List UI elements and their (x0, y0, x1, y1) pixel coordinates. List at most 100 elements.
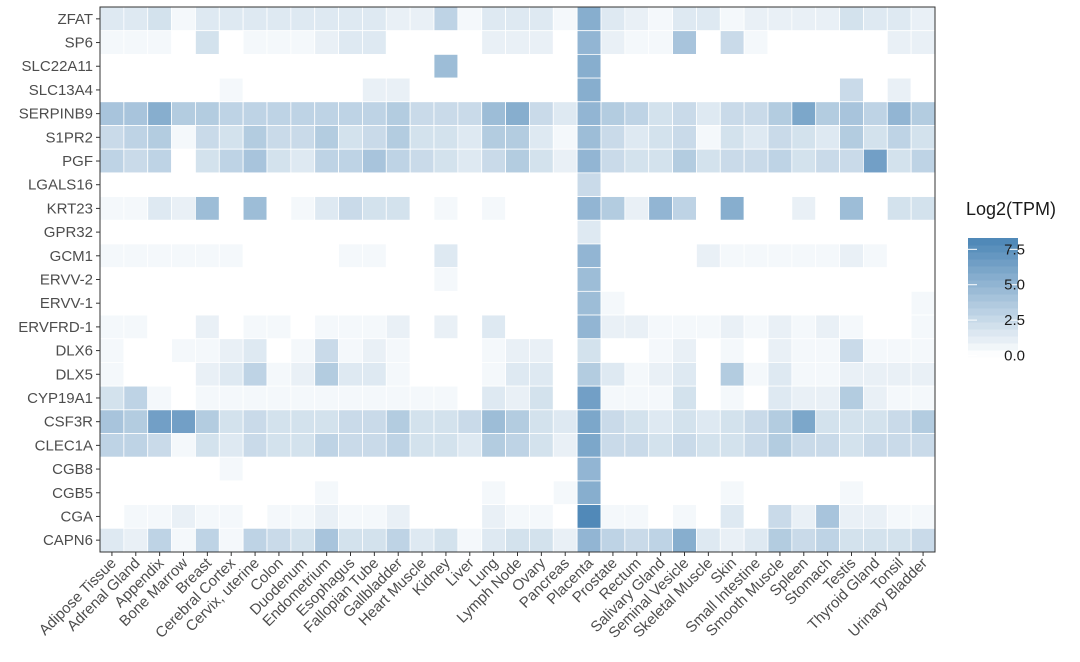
heatmap-cell (385, 101, 411, 126)
heatmap-cell (338, 53, 363, 79)
heatmap-cell (600, 172, 626, 197)
heatmap-cell (719, 196, 745, 221)
heatmap-cell (815, 172, 840, 197)
heatmap-cell (648, 148, 673, 174)
heatmap-cell (719, 527, 745, 553)
heatmap-cell (600, 290, 626, 316)
heatmap-cell (362, 6, 387, 32)
y-tick-label: ERVV-1 (40, 295, 93, 312)
heatmap-cell (648, 314, 673, 340)
heatmap-cell (266, 77, 292, 103)
heatmap-cell (600, 101, 626, 126)
heatmap-cell (505, 219, 530, 245)
heatmap-cell (624, 338, 650, 363)
heatmap-cell (552, 314, 578, 340)
heatmap-cell (839, 196, 864, 221)
heatmap-cell (362, 362, 387, 387)
heatmap-cell (863, 527, 888, 553)
heatmap-cell (123, 527, 149, 553)
heatmap-cell (362, 101, 387, 126)
heatmap-cell (385, 243, 411, 269)
heatmap-cell (505, 196, 530, 221)
heatmap-cell (672, 172, 697, 197)
heatmap-cell (195, 385, 220, 411)
heatmap-cell (839, 77, 864, 103)
heatmap-cell (505, 338, 530, 363)
heatmap-cell (767, 125, 793, 150)
heatmap-cell (886, 409, 912, 434)
heatmap-cell (719, 172, 745, 197)
heatmap-cell (767, 314, 793, 340)
heatmap-cell (815, 6, 840, 32)
heatmap-cell (696, 504, 721, 529)
heatmap-cell (839, 433, 864, 458)
heatmap-cell (171, 148, 196, 174)
heatmap-cell (147, 409, 172, 434)
heatmap-cell (886, 267, 912, 292)
heatmap-cell (362, 480, 387, 506)
heatmap-cell (147, 219, 172, 245)
heatmap-cell (791, 527, 817, 553)
heatmap-cell (552, 172, 578, 197)
heatmap-cell (481, 409, 506, 434)
heatmap-cell (910, 385, 936, 411)
heatmap-cell (242, 385, 268, 411)
heatmap-cell (529, 196, 554, 221)
heatmap-cell (266, 362, 292, 387)
heatmap-cell (457, 125, 483, 150)
heatmap-cell (195, 77, 220, 103)
heatmap-cell (863, 433, 888, 458)
heatmap-cell (529, 456, 554, 482)
heatmap-cell (481, 243, 506, 269)
heatmap-cell (624, 148, 650, 174)
heatmap-cell (338, 314, 363, 340)
heatmap-cell (433, 101, 459, 126)
heatmap-cell (600, 6, 626, 32)
heatmap-cell (242, 290, 268, 316)
heatmap-cell (505, 172, 530, 197)
heatmap-cell (481, 30, 506, 55)
heatmap-cell (767, 504, 793, 529)
heatmap-cell (886, 243, 912, 269)
y-tick-label: CGB8 (52, 461, 93, 478)
heatmap-cell (719, 77, 745, 103)
heatmap-cell (481, 480, 506, 506)
heatmap-cell (743, 77, 769, 103)
heatmap-cell (505, 385, 530, 411)
heatmap-cell (648, 77, 673, 103)
heatmap-cell (481, 290, 506, 316)
heatmap-cell (672, 148, 697, 174)
heatmap-cell (314, 172, 339, 197)
heatmap-cell (338, 480, 363, 506)
heatmap-cell (362, 172, 387, 197)
heatmap-cell (743, 504, 769, 529)
heatmap-cell (99, 30, 125, 55)
heatmap-cell (266, 243, 292, 269)
y-tick-label: ERVFRD-1 (18, 319, 93, 336)
heatmap-cell (743, 314, 769, 340)
heatmap-cell (171, 30, 196, 55)
y-tick-label: CGB5 (52, 485, 93, 502)
heatmap-cell (171, 53, 196, 79)
heatmap-cell (457, 53, 483, 79)
heatmap-cell (648, 456, 673, 482)
heatmap-cell (218, 433, 244, 458)
heatmap-cell (815, 125, 840, 150)
heatmap-cell (839, 456, 864, 482)
heatmap-cell (505, 314, 530, 340)
heatmap-cell (910, 338, 936, 363)
heatmap-cell (648, 172, 673, 197)
heatmap-cell (338, 527, 363, 553)
heatmap-cell (696, 101, 721, 126)
heatmap-cell (266, 196, 292, 221)
heatmap-cell (409, 172, 435, 197)
heatmap-cell (696, 456, 721, 482)
heatmap-cell (696, 338, 721, 363)
heatmap-cell (600, 53, 626, 79)
heatmap-cell (886, 504, 912, 529)
heatmap-cell (719, 314, 745, 340)
heatmap-cell (481, 101, 506, 126)
heatmap-cell (481, 125, 506, 150)
heatmap-cell (767, 30, 793, 55)
heatmap-cell (266, 290, 292, 316)
